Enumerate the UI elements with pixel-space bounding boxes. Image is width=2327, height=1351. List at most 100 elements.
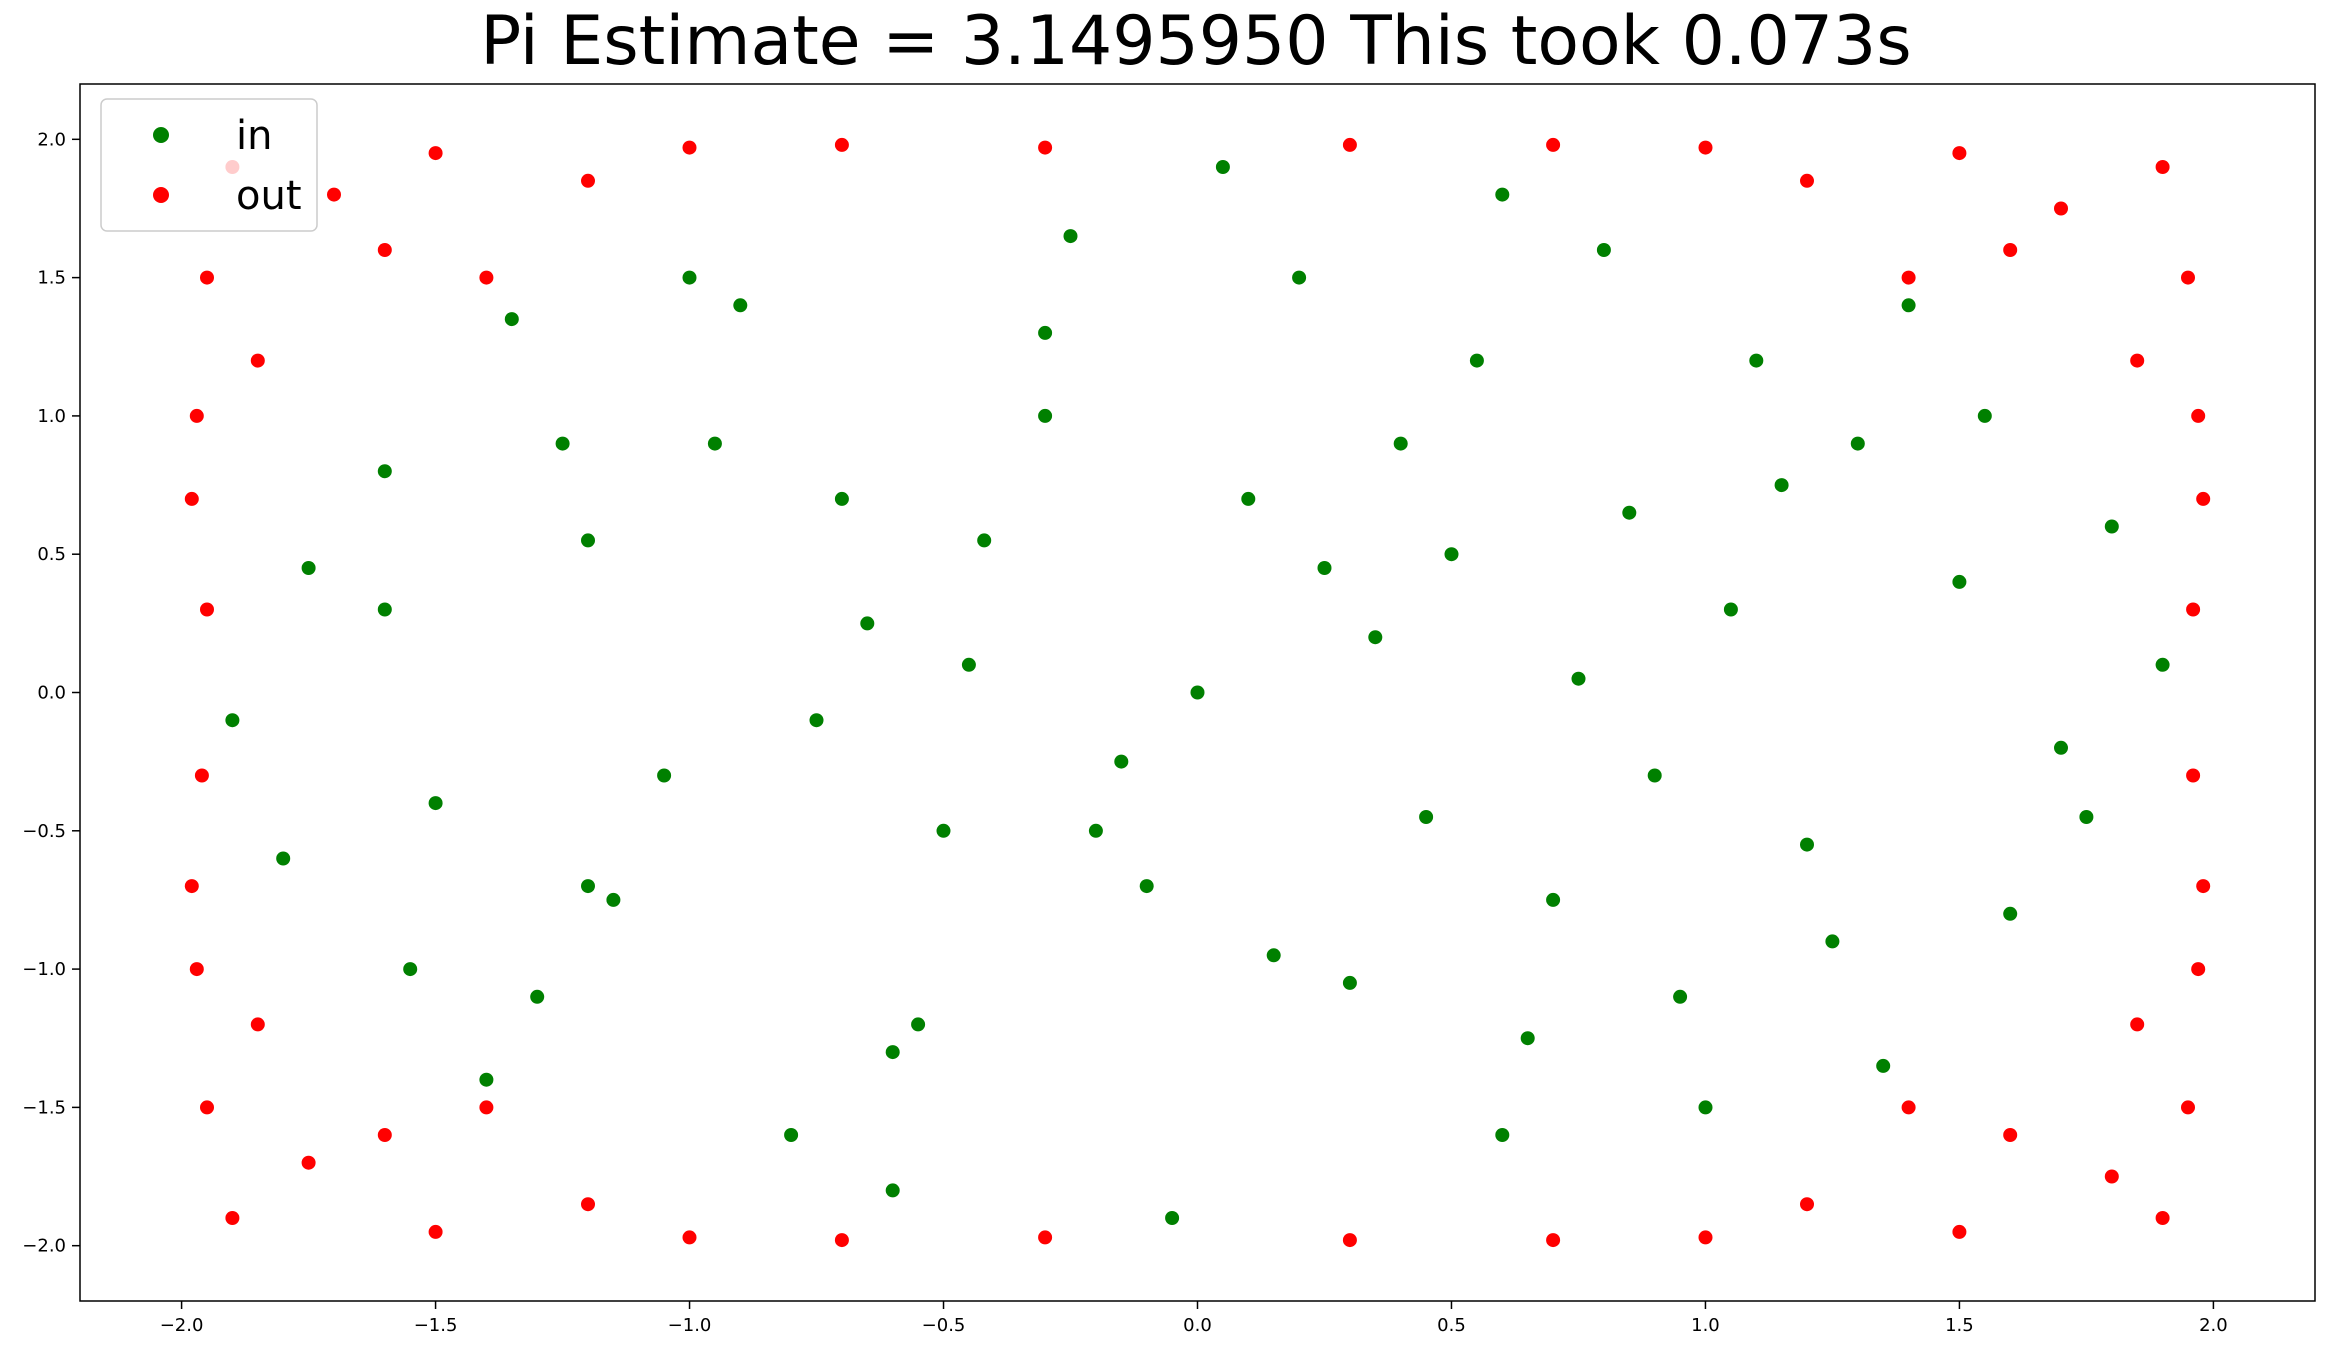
y-tick-label: 1.5 bbox=[37, 268, 66, 289]
point-in-23 bbox=[707, 436, 722, 451]
point-in-5 bbox=[1850, 436, 1865, 451]
point-out-5 bbox=[2054, 201, 2068, 216]
point-out-39 bbox=[1901, 1100, 1916, 1115]
point-out-41 bbox=[2191, 408, 2206, 423]
point-in-49 bbox=[657, 768, 672, 783]
point-in-36 bbox=[1317, 561, 1332, 575]
point-out-33 bbox=[1546, 137, 1561, 152]
point-in-48 bbox=[1723, 602, 1738, 617]
point-in-0 bbox=[1190, 685, 1205, 700]
point-out-35 bbox=[1546, 1233, 1561, 1248]
point-out-48 bbox=[200, 602, 214, 617]
legend-label-out: out bbox=[236, 173, 302, 219]
y-tick-label: −1.5 bbox=[22, 1097, 66, 1118]
point-out-21 bbox=[2130, 353, 2145, 368]
point-in-33 bbox=[911, 1017, 926, 1032]
point-in-21 bbox=[428, 796, 443, 811]
point-in-47 bbox=[885, 1183, 900, 1198]
point-in-12 bbox=[1749, 353, 1764, 368]
point-in-39 bbox=[1114, 754, 1129, 769]
point-out-7 bbox=[2104, 1169, 2119, 1184]
point-in-16 bbox=[1571, 671, 1586, 686]
point-in-62 bbox=[1241, 491, 1256, 506]
x-tick-label: 0.5 bbox=[1437, 1315, 1466, 1336]
point-out-6 bbox=[301, 1155, 316, 1170]
point-out-4 bbox=[327, 187, 341, 202]
point-in-30 bbox=[1901, 298, 1916, 313]
y-tick-label: −1.0 bbox=[22, 959, 66, 980]
point-out-27 bbox=[1800, 1197, 1814, 1212]
point-in-15 bbox=[1088, 823, 1103, 838]
point-in-10 bbox=[1495, 1128, 1510, 1142]
point-in-59 bbox=[403, 962, 418, 977]
point-out-24 bbox=[581, 173, 595, 188]
point-out-16 bbox=[377, 243, 392, 257]
point-out-29 bbox=[2196, 491, 2211, 506]
legend-marker-in bbox=[153, 127, 169, 143]
point-in-61 bbox=[682, 270, 697, 285]
x-tick-label: −0.5 bbox=[922, 1315, 966, 1336]
x-tick-label: −1.5 bbox=[414, 1315, 458, 1336]
point-out-15 bbox=[1952, 1224, 1967, 1239]
legend-label-in: in bbox=[236, 113, 272, 159]
point-in-29 bbox=[504, 312, 519, 327]
point-out-18 bbox=[377, 1128, 392, 1142]
point-out-13 bbox=[1952, 146, 1967, 161]
point-in-42 bbox=[1596, 243, 1611, 257]
point-out-23 bbox=[2130, 1017, 2145, 1032]
point-out-47 bbox=[1698, 1230, 1713, 1245]
y-tick-label: 0.5 bbox=[37, 544, 66, 565]
point-in-53 bbox=[555, 436, 570, 451]
point-in-40 bbox=[2003, 906, 2018, 921]
point-in-54 bbox=[1419, 810, 1434, 824]
point-out-36 bbox=[479, 270, 494, 285]
point-in-22 bbox=[1673, 989, 1688, 1004]
x-tick-label: −2.0 bbox=[160, 1315, 204, 1336]
point-out-2 bbox=[225, 1211, 240, 1225]
point-out-8 bbox=[200, 270, 214, 285]
point-in-18 bbox=[1266, 948, 1281, 963]
point-out-49 bbox=[2186, 602, 2201, 617]
point-out-46 bbox=[682, 1230, 697, 1245]
point-out-17 bbox=[2003, 243, 2018, 257]
point-in-2 bbox=[977, 533, 992, 548]
point-in-66 bbox=[1444, 547, 1459, 562]
point-in-6 bbox=[885, 1045, 900, 1060]
point-in-60 bbox=[1698, 1100, 1713, 1115]
point-out-25 bbox=[1800, 173, 1814, 188]
legend-marker-out bbox=[153, 187, 169, 203]
point-in-4 bbox=[581, 879, 595, 894]
point-out-10 bbox=[200, 1100, 214, 1115]
y-tick-label: 1.0 bbox=[37, 406, 66, 427]
point-in-57 bbox=[834, 491, 849, 506]
point-out-38 bbox=[479, 1100, 494, 1115]
point-out-28 bbox=[184, 491, 199, 506]
point-out-32 bbox=[834, 137, 849, 152]
y-axis: −2.0 −1.5 −1.0 −0.5 0.0 0.5 1.0 1.5 2.0 bbox=[22, 129, 80, 1257]
y-tick-label: 2.0 bbox=[37, 129, 66, 150]
point-in-45 bbox=[276, 851, 291, 866]
point-in-52 bbox=[1825, 934, 1840, 949]
point-in-37 bbox=[860, 616, 875, 631]
point-in-71 bbox=[1063, 229, 1078, 244]
point-in-31 bbox=[479, 1072, 494, 1087]
point-out-9 bbox=[2181, 270, 2195, 285]
point-out-3 bbox=[2155, 1211, 2170, 1225]
x-axis: −2.0 −1.5 −1.0 −0.5 0.0 0.5 1.0 1.5 2.0 bbox=[160, 1301, 2228, 1336]
y-tick-label: −2.0 bbox=[22, 1236, 66, 1257]
points-layer bbox=[184, 137, 2211, 1248]
point-out-45 bbox=[1698, 140, 1713, 155]
point-in-13 bbox=[530, 989, 545, 1004]
point-out-22 bbox=[250, 1017, 265, 1032]
point-in-11 bbox=[733, 298, 748, 313]
point-out-44 bbox=[682, 140, 697, 155]
legend: in out bbox=[100, 98, 318, 232]
point-in-63 bbox=[1139, 879, 1154, 894]
point-out-43 bbox=[2191, 962, 2206, 977]
point-out-12 bbox=[428, 146, 443, 161]
point-in-56 bbox=[1546, 892, 1561, 907]
point-in-68 bbox=[1774, 478, 1789, 493]
point-in-44 bbox=[2104, 519, 2119, 534]
x-tick-label: 2.0 bbox=[2199, 1315, 2228, 1336]
point-out-34 bbox=[834, 1233, 849, 1248]
